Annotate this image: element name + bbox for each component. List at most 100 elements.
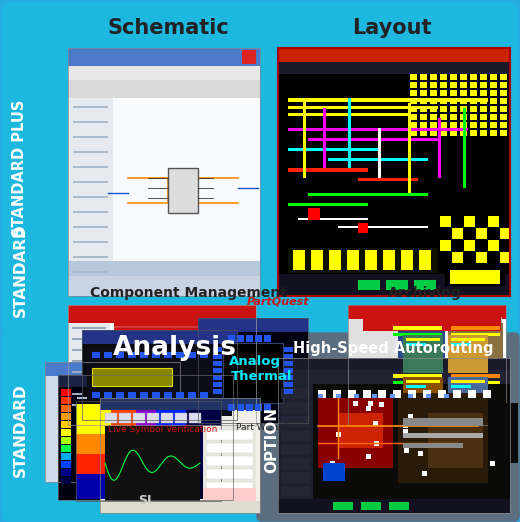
Bar	[82, 330, 237, 420]
Bar	[476, 240, 487, 251]
Bar	[365, 250, 377, 270]
Bar	[440, 82, 447, 88]
Bar	[480, 106, 487, 112]
Bar	[77, 457, 172, 459]
Bar	[403, 418, 483, 426]
Bar	[281, 486, 310, 497]
Bar	[430, 90, 437, 96]
Bar	[213, 354, 222, 359]
Text: High-Speed Autorouting: High-Speed Autorouting	[293, 340, 493, 355]
Bar	[73, 106, 108, 108]
Bar	[450, 122, 457, 128]
Bar	[450, 130, 457, 136]
Bar	[115, 427, 125, 447]
Bar	[408, 390, 416, 398]
Text: Live Symbol Verification: Live Symbol Verification	[108, 425, 218, 434]
Bar	[406, 380, 440, 383]
Bar	[92, 352, 100, 358]
Bar	[480, 130, 487, 136]
Bar	[330, 461, 335, 466]
Bar	[72, 371, 106, 373]
Bar	[403, 433, 483, 438]
Bar	[470, 74, 477, 80]
Bar	[393, 333, 442, 336]
Bar	[470, 98, 477, 104]
Bar	[410, 82, 417, 88]
Bar	[353, 401, 358, 406]
Bar	[363, 317, 501, 422]
Bar	[464, 252, 475, 263]
Bar	[453, 390, 461, 398]
Bar	[200, 352, 208, 358]
Bar	[444, 394, 449, 398]
Bar	[448, 323, 503, 368]
Bar	[186, 404, 221, 474]
Bar	[246, 404, 253, 411]
Bar	[488, 228, 499, 239]
Bar	[73, 136, 108, 138]
Bar	[379, 402, 384, 407]
Bar	[318, 390, 326, 398]
Bar	[264, 404, 271, 411]
Bar	[61, 429, 71, 436]
Bar	[480, 74, 487, 80]
Bar	[206, 482, 253, 492]
Bar	[188, 392, 196, 398]
Bar	[450, 114, 457, 120]
Bar	[408, 394, 413, 398]
Bar	[500, 130, 507, 136]
Bar	[448, 335, 488, 373]
Bar	[440, 98, 447, 104]
Bar	[490, 74, 497, 80]
Bar	[480, 90, 487, 96]
Bar	[164, 352, 172, 358]
Bar	[198, 318, 308, 423]
Bar	[430, 114, 437, 120]
Bar	[464, 240, 475, 251]
Bar	[408, 414, 413, 419]
Bar	[68, 48, 260, 66]
Bar	[500, 228, 511, 239]
Bar	[140, 392, 148, 398]
Bar	[410, 90, 417, 96]
Bar	[500, 122, 507, 128]
Bar	[430, 82, 437, 88]
Bar	[246, 335, 253, 342]
Bar	[450, 82, 457, 88]
Bar	[136, 434, 156, 464]
Bar	[61, 477, 71, 484]
Text: Part Wizard: Part Wizard	[236, 423, 288, 433]
Bar	[463, 108, 466, 188]
Bar	[284, 382, 293, 387]
Text: Archiving: Archiving	[388, 286, 462, 300]
Bar	[460, 74, 467, 80]
Bar	[476, 252, 487, 263]
Bar	[188, 352, 196, 358]
Bar	[308, 193, 428, 196]
Bar	[114, 369, 252, 381]
Bar	[393, 326, 442, 330]
Bar	[464, 228, 475, 239]
Bar	[488, 216, 499, 227]
Bar	[414, 280, 436, 290]
Bar	[490, 114, 497, 120]
Bar	[480, 122, 487, 128]
Bar	[490, 461, 495, 466]
Bar	[464, 216, 475, 227]
Bar	[73, 166, 108, 168]
Bar	[228, 404, 235, 411]
Bar	[278, 48, 510, 62]
Bar	[372, 394, 377, 398]
Bar	[288, 98, 488, 102]
Bar	[358, 178, 418, 181]
Bar	[189, 413, 201, 423]
Bar	[61, 469, 71, 476]
Bar	[336, 432, 341, 437]
Bar	[430, 130, 437, 136]
Bar	[281, 402, 310, 413]
Bar	[450, 74, 457, 80]
Bar	[61, 397, 71, 404]
Bar	[72, 349, 106, 351]
Bar	[460, 90, 467, 96]
Bar	[450, 106, 457, 112]
